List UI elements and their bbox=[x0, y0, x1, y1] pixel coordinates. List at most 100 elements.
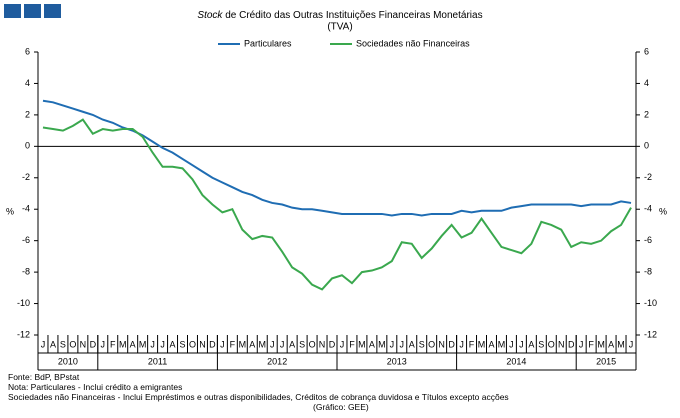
x-tick-label: J bbox=[509, 339, 514, 349]
x-tick-label: A bbox=[50, 339, 56, 349]
y2-tick-label: -8 bbox=[644, 266, 652, 276]
legend-label: Particulares bbox=[244, 38, 292, 48]
x-tick-label: J bbox=[101, 339, 106, 349]
logo-block bbox=[4, 4, 21, 18]
y2-tick-label: 6 bbox=[644, 46, 649, 56]
x-tick-label: J bbox=[629, 339, 634, 349]
note: Sociedades não Financeiras - Inclui Empr… bbox=[8, 392, 509, 402]
x-tick-label: F bbox=[349, 339, 355, 349]
year-label: 2014 bbox=[506, 356, 526, 366]
subtitle: (TVA) bbox=[327, 22, 352, 33]
x-tick-label: M bbox=[498, 339, 506, 349]
y-tick-label: 2 bbox=[25, 109, 30, 119]
y2-axis-label: % bbox=[659, 206, 667, 216]
x-tick-label: J bbox=[220, 339, 225, 349]
y2-tick-label: -12 bbox=[644, 329, 657, 339]
logo-block bbox=[44, 4, 61, 18]
notes: Fonte: BdP, BPstat Nota: Particulares - I… bbox=[8, 372, 528, 402]
y-axis-label: % bbox=[6, 206, 14, 216]
x-tick-label: S bbox=[60, 339, 66, 349]
y2-tick-label: 2 bbox=[644, 109, 649, 119]
y2-tick-label: -10 bbox=[644, 298, 657, 308]
logo-block bbox=[24, 4, 41, 18]
y-tick-label: -2 bbox=[22, 172, 30, 182]
x-tick-label: F bbox=[588, 339, 594, 349]
x-tick-label: A bbox=[409, 339, 415, 349]
credit: (Gráfico: GEE) bbox=[313, 402, 369, 412]
x-tick-label: D bbox=[209, 339, 216, 349]
y2-tick-label: 4 bbox=[644, 78, 649, 88]
y-tick-label: 6 bbox=[25, 46, 30, 56]
year-label: 2010 bbox=[58, 356, 78, 366]
x-tick-label: M bbox=[139, 339, 147, 349]
x-tick-label: O bbox=[428, 339, 435, 349]
x-tick-label: F bbox=[110, 339, 116, 349]
y2-tick-label: 0 bbox=[644, 141, 649, 151]
x-tick-label: J bbox=[270, 339, 275, 349]
y-tick-label: -4 bbox=[22, 204, 30, 214]
x-tick-label: O bbox=[189, 339, 196, 349]
x-tick-label: D bbox=[568, 339, 575, 349]
x-tick-label: M bbox=[239, 339, 247, 349]
x-tick-label: M bbox=[119, 339, 127, 349]
title-emphasis: Stock bbox=[197, 10, 223, 21]
x-tick-label: O bbox=[69, 339, 76, 349]
y2-tick-label: -6 bbox=[644, 235, 652, 245]
y2-tick-label: -4 bbox=[644, 204, 652, 214]
legend-label: Sociedades não Financeiras bbox=[356, 38, 470, 48]
year-label: 2015 bbox=[596, 356, 616, 366]
x-tick-label: N bbox=[438, 339, 445, 349]
x-tick-label: M bbox=[358, 339, 366, 349]
year-label: 2011 bbox=[148, 356, 167, 366]
x-tick-label: J bbox=[579, 339, 584, 349]
x-tick-label: J bbox=[340, 339, 345, 349]
y-tick-label: -8 bbox=[22, 266, 30, 276]
x-tick-label: A bbox=[369, 339, 375, 349]
x-tick-label: J bbox=[41, 339, 46, 349]
year-label: 2012 bbox=[267, 356, 287, 366]
x-tick-label: D bbox=[90, 339, 97, 349]
x-tick-label: J bbox=[280, 339, 285, 349]
chart-title: Stock de Crédito das Outras Instituições… bbox=[197, 10, 482, 21]
note: Fonte: BdP, BPstat bbox=[8, 372, 80, 382]
x-tick-label: M bbox=[597, 339, 605, 349]
x-tick-label: N bbox=[558, 339, 565, 349]
x-tick-label: S bbox=[538, 339, 544, 349]
x-tick-label: J bbox=[400, 339, 405, 349]
x-tick-label: S bbox=[419, 339, 425, 349]
x-tick-label: A bbox=[528, 339, 534, 349]
x-tick-label: M bbox=[478, 339, 486, 349]
x-tick-label: O bbox=[548, 339, 555, 349]
x-tick-label: D bbox=[448, 339, 455, 349]
x-tick-label: J bbox=[459, 339, 464, 349]
y-tick-label: -12 bbox=[17, 329, 30, 339]
x-tick-label: J bbox=[519, 339, 524, 349]
x-tick-label: J bbox=[150, 339, 155, 349]
x-tick-label: J bbox=[390, 339, 395, 349]
x-tick-label: A bbox=[249, 339, 255, 349]
x-tick-label: D bbox=[329, 339, 336, 349]
x-tick-label: N bbox=[80, 339, 87, 349]
x-tick-label: A bbox=[608, 339, 614, 349]
title: de Crédito das Outras Instituições Finan… bbox=[225, 10, 482, 21]
x-tick-label: A bbox=[488, 339, 494, 349]
x-tick-label: N bbox=[199, 339, 206, 349]
year-label: 2013 bbox=[387, 356, 407, 366]
x-tick-label: F bbox=[230, 339, 236, 349]
y2-tick-label: -2 bbox=[644, 172, 652, 182]
x-tick-label: A bbox=[170, 339, 176, 349]
y-tick-label: -6 bbox=[22, 235, 30, 245]
x-tick-label: A bbox=[289, 339, 295, 349]
x-tick-label: M bbox=[378, 339, 386, 349]
y-tick-label: 0 bbox=[25, 141, 30, 151]
note: Nota: Particulares - Inclui crédito a em… bbox=[8, 382, 183, 392]
x-tick-label: S bbox=[180, 339, 186, 349]
x-tick-label: S bbox=[299, 339, 305, 349]
y-tick-label: 4 bbox=[25, 78, 30, 88]
x-tick-label: O bbox=[309, 339, 316, 349]
y-tick-label: -10 bbox=[17, 298, 30, 308]
series-line bbox=[42, 99, 632, 217]
series-line bbox=[42, 118, 632, 291]
